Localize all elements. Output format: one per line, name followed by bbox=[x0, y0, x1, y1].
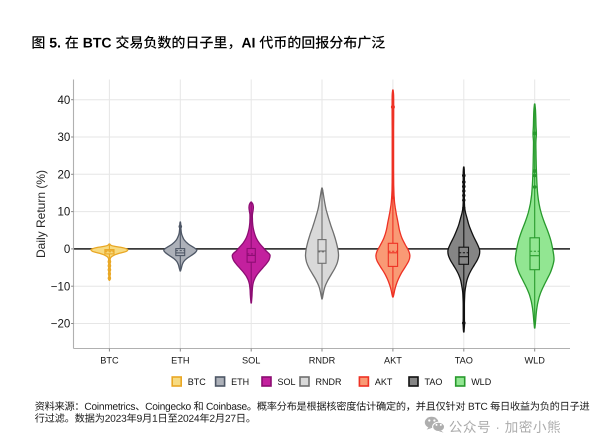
svg-text:ETH: ETH bbox=[231, 377, 249, 387]
svg-text:−10: −10 bbox=[51, 281, 71, 293]
svg-text:SOL: SOL bbox=[278, 377, 296, 387]
svg-text:ETH: ETH bbox=[171, 355, 189, 365]
svg-text:10: 10 bbox=[58, 207, 71, 219]
svg-text:Daily Return (%): Daily Return (%) bbox=[34, 170, 48, 258]
svg-text:BTC: BTC bbox=[188, 377, 207, 387]
svg-text:SOL: SOL bbox=[242, 355, 260, 365]
svg-text:30: 30 bbox=[58, 132, 71, 144]
svg-text:40: 40 bbox=[58, 95, 71, 107]
svg-text:WLD: WLD bbox=[471, 377, 492, 387]
svg-text:BTC: BTC bbox=[100, 355, 119, 365]
svg-text:AKT: AKT bbox=[384, 355, 402, 365]
svg-text:−20: −20 bbox=[51, 319, 71, 331]
svg-text:TAO: TAO bbox=[455, 355, 473, 365]
svg-text:TAO: TAO bbox=[425, 377, 443, 387]
svg-text:RNDR: RNDR bbox=[316, 377, 342, 387]
svg-text:0: 0 bbox=[64, 244, 70, 256]
svg-text:RNDR: RNDR bbox=[309, 355, 336, 365]
svg-text:AKT: AKT bbox=[375, 377, 393, 387]
svg-text:20: 20 bbox=[58, 169, 71, 181]
svg-text:WLD: WLD bbox=[524, 355, 545, 365]
